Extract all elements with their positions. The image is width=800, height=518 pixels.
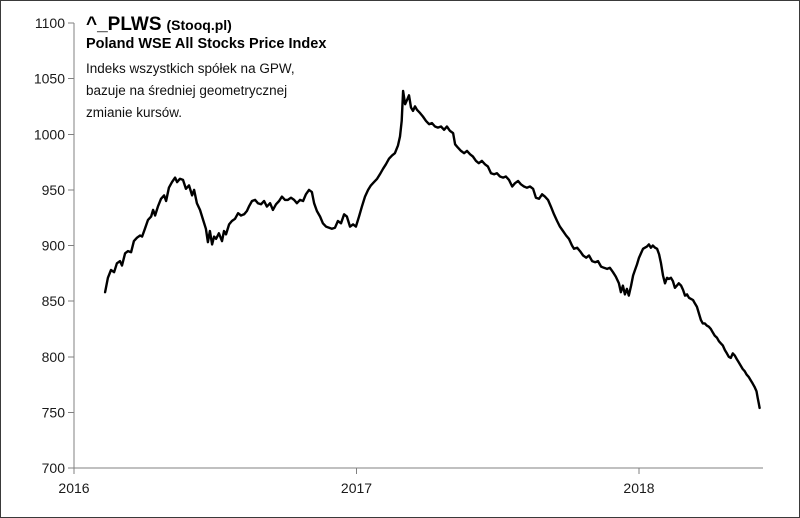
x-tick-label: 2017 <box>341 480 372 496</box>
x-tick-label: 2018 <box>623 480 654 496</box>
y-tick-label: 1100 <box>35 15 65 31</box>
y-tick-label: 850 <box>42 293 66 309</box>
tick-labels: 1100 1050 1000 950 900 850 800 750 700 2016 2017 20… <box>34 15 655 496</box>
index-description-line-1: Indeks wszystkich spółek na GPW, <box>86 61 295 76</box>
data-source-label: (Stooq.pl) <box>166 17 232 33</box>
y-tick-label: 1050 <box>34 71 65 87</box>
price-line-series <box>103 89 761 410</box>
index-name: Poland WSE All Stocks Price Index <box>86 36 327 52</box>
y-tick-label: 750 <box>42 404 66 420</box>
axes <box>68 22 763 474</box>
title-line: ^_PLWS (Stooq.pl) <box>86 14 326 36</box>
y-tick-label: 950 <box>42 182 66 198</box>
y-tick-label: 700 <box>42 460 66 476</box>
chart-title-block: ^_PLWS (Stooq.pl) Poland WSE All Stocks P… <box>86 14 326 124</box>
ticker-symbol: ^_PLWS <box>86 14 162 35</box>
y-tick-label: 800 <box>42 349 66 365</box>
x-tick-label: 2016 <box>58 480 89 496</box>
index-description-line-3: zmianie kursów. <box>86 105 183 120</box>
y-tick-label: 900 <box>42 238 66 254</box>
index-description-line-2: bazuje na średniej geometrycznej <box>86 83 288 98</box>
y-tick-label: 1000 <box>34 126 65 142</box>
